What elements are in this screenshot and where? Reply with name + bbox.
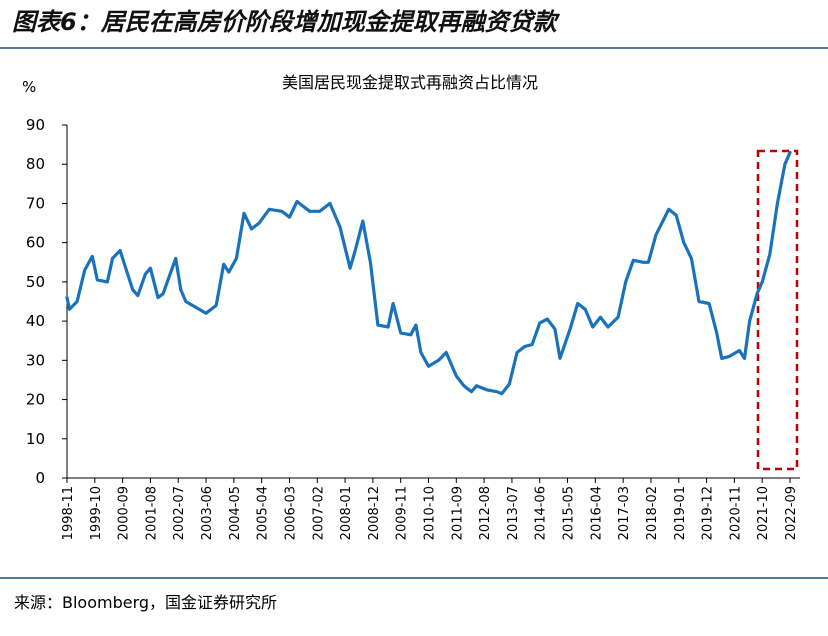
y-tick-label: 80 (26, 155, 45, 173)
y-tick-label: 70 (26, 194, 45, 212)
x-tick-label: 2017-03 (617, 486, 632, 540)
y-tick-label: 20 (26, 391, 45, 409)
x-tick-label: 2008-01 (339, 486, 354, 540)
y-tick-label: 10 (26, 430, 45, 448)
x-tick-label: 2012-08 (478, 486, 493, 540)
x-tick-label: 2019-12 (701, 486, 716, 540)
x-tick-label: 2008-12 (367, 486, 382, 540)
x-tick-label: 2009-11 (395, 486, 410, 540)
x-tick-label: 2014-06 (534, 486, 549, 540)
y-tick-label: 0 (35, 469, 45, 487)
highlight-box (756, 149, 799, 471)
y-axis-label: % (22, 78, 36, 96)
x-tick-label: 2003-06 (200, 486, 215, 540)
data-line (65, 150, 792, 396)
chart-subtitle: 美国居民现金提取式再融资占比情况 (282, 73, 538, 92)
x-tick-label: 2001-08 (144, 486, 159, 540)
x-tick-label: 2018-02 (645, 486, 660, 540)
y-tick-label: 50 (26, 273, 45, 291)
x-tick-label: 2004-05 (228, 486, 243, 540)
x-tick-label: 1999-10 (89, 486, 104, 540)
source-note: 来源：Bloomberg，国金证券研究所 (14, 593, 277, 612)
x-tick-label: 2002-07 (172, 486, 187, 540)
x-tick-label: 2015-05 (562, 486, 577, 540)
x-tick-label: 2007-02 (311, 486, 326, 540)
x-tick-label: 2020-11 (728, 486, 743, 540)
x-tick-label: 2013-07 (506, 486, 521, 540)
x-tick-label: 2011-09 (450, 486, 465, 540)
x-tick-label: 2021-10 (756, 486, 771, 540)
x-tick-label: 2000-09 (117, 486, 132, 540)
chart-title: 图表6：居民在高房价阶段增加现金提取再融资贷款 (12, 8, 561, 36)
y-tick-label: 60 (26, 234, 45, 252)
x-tick-label: 2005-04 (256, 486, 271, 540)
x-tick-label: 1998-11 (61, 486, 76, 540)
x-tick-label: 2010-10 (423, 486, 438, 540)
x-tick-label: 2006-03 (283, 486, 298, 540)
x-tick-label: 2016-04 (589, 486, 604, 540)
x-tick-label: 2019-01 (673, 486, 688, 540)
x-tick-label: 2022-09 (784, 486, 799, 540)
y-tick-label: 90 (26, 116, 45, 134)
y-tick-label: 30 (26, 351, 45, 369)
y-tick-label: 40 (26, 312, 45, 330)
